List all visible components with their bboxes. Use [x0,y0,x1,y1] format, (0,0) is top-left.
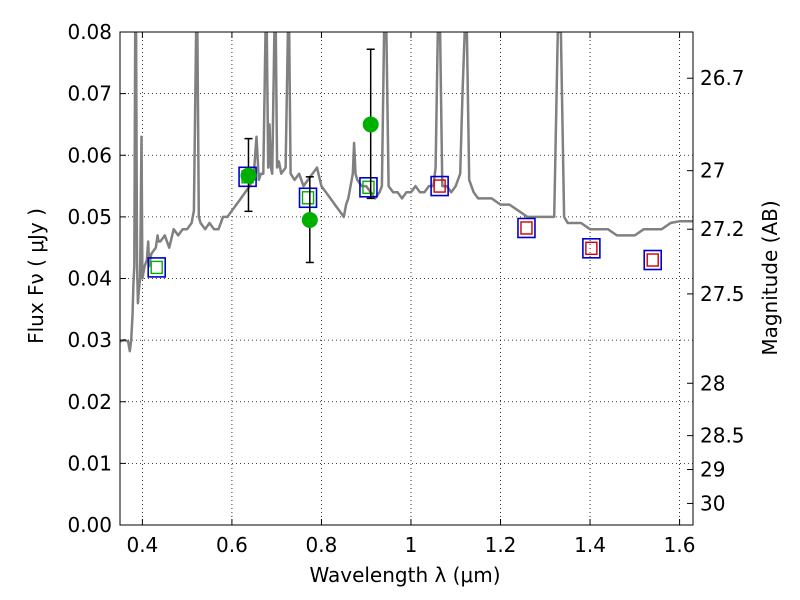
y-tick-label: 0.02 [67,390,112,414]
x-axis-label: Wavelength λ (μm) [309,563,500,587]
x-axis: 0.4 0.6 0.8 1 1.2 1.4 1.6 [126,32,695,557]
observed-photometry-square [150,260,163,275]
model-photometry-square [430,175,449,197]
detection-point [362,116,379,133]
y-tick-label: 0.01 [67,451,112,475]
observed-photometry-square [301,191,315,205]
y-tick-label: 0.07 [67,82,112,106]
y-axis-label: Flux Fν ( μJy ) [24,208,48,344]
x-tick-label: 1.6 [664,533,696,557]
detection-point [301,211,318,228]
template-spectrum-line [120,32,693,353]
x-tick-label: 0.4 [126,533,158,557]
x-tick-label: 0.8 [306,533,338,557]
y-axis-left: 0.00 0.01 0.02 0.03 0.04 0.05 0.06 0.07 0.08 [67,20,126,537]
observed-photometry-square [433,179,446,193]
y-axis-right: 26.7 27 27.2 27.5 28 28.5 29 30 [687,66,745,515]
y-tick-label: 0.03 [67,328,112,352]
y-tick-label: 0.04 [67,267,112,291]
y-tick-label: 0.05 [67,205,112,229]
y2-axis-label: Magnitude (AB) [758,200,782,355]
y-tick-label: 0.00 [67,513,112,537]
y2-tick-label: 30 [700,491,725,515]
grid-lines [120,31,693,526]
observed-photometry-square [646,253,659,267]
model-photometry-square [298,187,318,209]
y-tick-label: 0.08 [67,20,112,44]
axes-frame [119,31,694,526]
x-tick-label: 0.6 [216,533,248,557]
plot-area [120,32,693,353]
y2-tick-label: 27.2 [700,217,745,241]
y2-tick-label: 26.7 [700,66,745,90]
model-photometry-square [147,257,167,278]
y2-tick-label: 27 [700,159,725,183]
y-tick-label: 0.06 [67,143,112,167]
observed-photometry-square [362,180,375,194]
x-tick-label: 1.2 [485,533,517,557]
y2-tick-label: 29 [700,458,725,482]
observed-photometry-square [520,221,533,235]
y2-tick-label: 28 [700,371,725,395]
y2-tick-label: 27.5 [700,282,745,306]
model-photometry-square [643,249,663,271]
x-tick-label: 1.4 [574,533,606,557]
model-photometry-square [359,176,378,198]
y2-tick-label: 28.5 [700,424,745,448]
observed-photometry-square [585,241,598,256]
x-tick-label: 1 [405,533,418,557]
model-photometry-square [582,238,601,259]
model-photometry-square [517,217,536,239]
detection-point [240,167,257,184]
